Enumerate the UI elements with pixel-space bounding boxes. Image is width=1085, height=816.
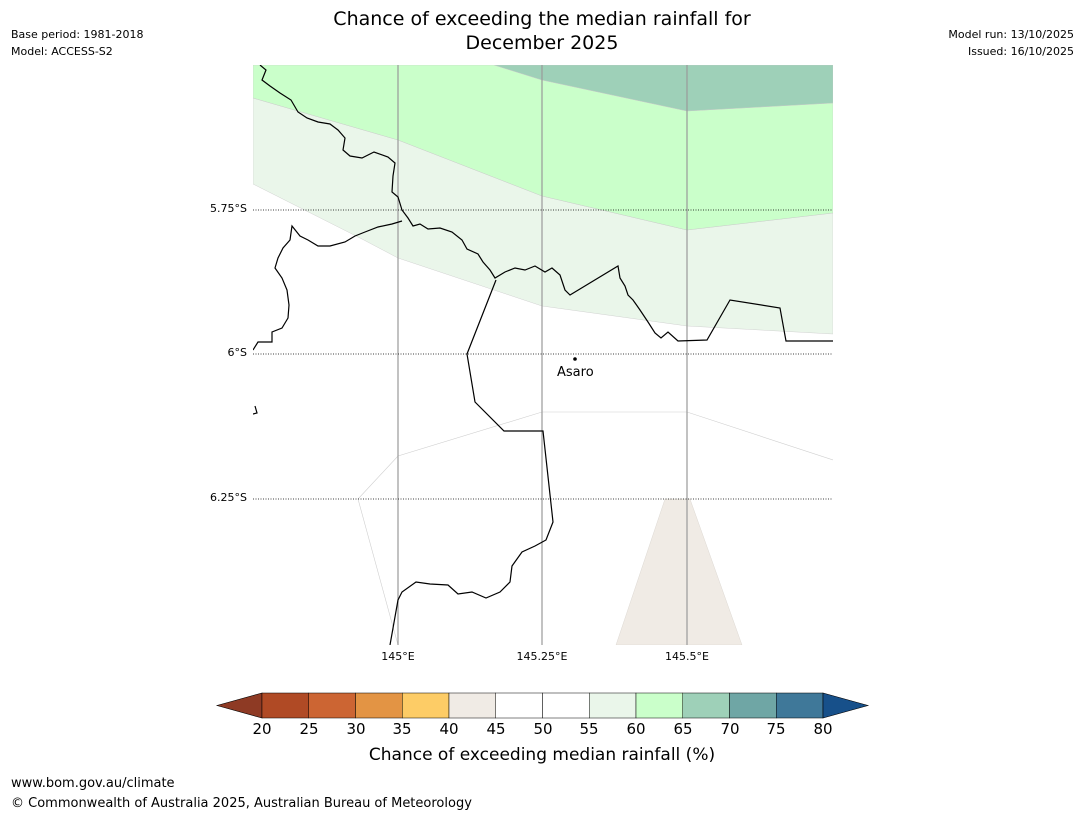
colorbar-segment bbox=[402, 692, 450, 719]
colorbar-tick: 20 bbox=[252, 720, 272, 738]
colorbar-extend-high bbox=[822, 692, 870, 719]
model-run-text: Model run: 13/10/2025 bbox=[948, 28, 1074, 41]
issued-text: Issued: 16/10/2025 bbox=[967, 45, 1074, 58]
colorbar-tick: 70 bbox=[720, 720, 740, 738]
province-boundary-north bbox=[259, 65, 833, 342]
colorbar-tick: 65 bbox=[673, 720, 693, 738]
colorbar-segment bbox=[308, 692, 356, 719]
colorbar-segment bbox=[682, 692, 730, 719]
map-title: Chance of exceeding the median rainfall … bbox=[292, 7, 792, 55]
colorbar bbox=[215, 692, 870, 719]
colorbar-tick: 75 bbox=[766, 720, 786, 738]
colorbar-tick: 45 bbox=[486, 720, 506, 738]
colorbar-segment bbox=[635, 692, 683, 719]
footer-url: www.bom.gov.au/climate bbox=[11, 776, 175, 791]
title-line-1: Chance of exceeding the median rainfall … bbox=[333, 8, 751, 30]
colorbar-segment bbox=[729, 692, 777, 719]
town-marker bbox=[573, 357, 577, 361]
colorbar-extend-low bbox=[215, 692, 263, 719]
header-right-info: Model run: 13/10/2025 Issued: 16/10/2025 bbox=[948, 26, 1074, 60]
colorbar-segment bbox=[589, 692, 637, 719]
province-boundary-south bbox=[389, 279, 554, 645]
lon-label-145-25: 145.25°E bbox=[516, 650, 568, 663]
contour-50-line bbox=[357, 411, 833, 645]
colorbar-tick: 50 bbox=[533, 720, 553, 738]
lon-label-145-5: 145.5°E bbox=[665, 650, 709, 663]
colorbar-segment bbox=[776, 692, 824, 719]
contour-65-70 bbox=[493, 65, 833, 112]
base-period-text: Base period: 1981-2018 bbox=[11, 28, 144, 41]
colorbar-tick: 55 bbox=[579, 720, 599, 738]
colorbar-tick: 30 bbox=[346, 720, 366, 738]
colorbar-label: Chance of exceeding median rainfall (%) bbox=[368, 745, 716, 765]
footer-copyright: © Commonwealth of Australia 2025, Austra… bbox=[11, 796, 472, 811]
lon-label-145: 145°E bbox=[381, 650, 415, 663]
boundary-fragment bbox=[253, 405, 258, 415]
colorbar-segment bbox=[355, 692, 403, 719]
colorbar-segment bbox=[542, 692, 590, 719]
colorbar-tick: 60 bbox=[626, 720, 646, 738]
map-area bbox=[253, 65, 833, 645]
colorbar-tick: 80 bbox=[813, 720, 833, 738]
colorbar-tick: 40 bbox=[439, 720, 459, 738]
colorbar-tick: 35 bbox=[392, 720, 412, 738]
header-left-info: Base period: 1981-2018 Model: ACCESS-S2 bbox=[11, 26, 143, 60]
colorbar-segment bbox=[448, 692, 496, 719]
town-label: Asaro bbox=[557, 365, 594, 380]
lat-label-5-75: 5.75°S bbox=[210, 202, 247, 215]
colorbar-segment bbox=[261, 692, 309, 719]
title-line-2: December 2025 bbox=[465, 32, 619, 54]
lat-label-6-25: 6.25°S bbox=[210, 491, 247, 504]
model-text: Model: ACCESS-S2 bbox=[11, 45, 113, 58]
colorbar-segment bbox=[495, 692, 543, 719]
contour-40-45 bbox=[615, 498, 743, 645]
colorbar-tick: 25 bbox=[299, 720, 319, 738]
lat-label-6: 6°S bbox=[227, 346, 247, 359]
province-boundary-west bbox=[253, 220, 403, 351]
